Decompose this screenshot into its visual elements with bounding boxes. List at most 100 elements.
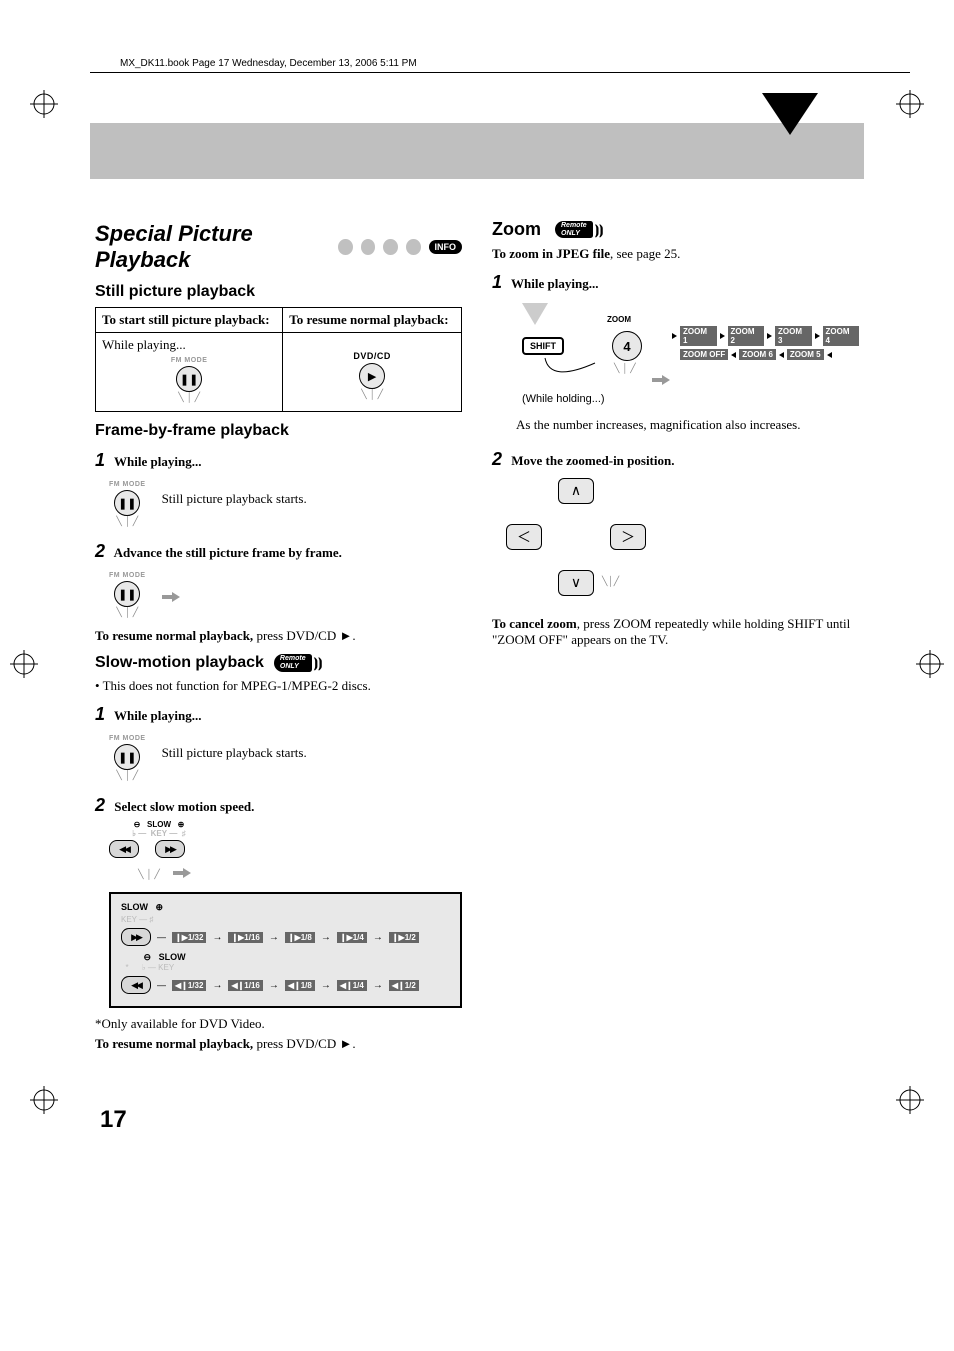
slow-label: SLOW bbox=[147, 820, 171, 829]
step: 1 While playing... bbox=[492, 272, 859, 293]
press-lines-icon: ╲ │ ╱ bbox=[102, 392, 276, 403]
section-title-text: Special Picture Playback bbox=[95, 221, 330, 273]
pause-button-icon: ❚❚ bbox=[176, 366, 202, 392]
fm-mode-label: FM MODE bbox=[109, 481, 146, 488]
dpad-left-icon: ＜ bbox=[506, 524, 542, 550]
arrow-right-icon: → bbox=[373, 980, 383, 991]
play-button-icon: ▶ bbox=[359, 363, 385, 389]
still-table: To start still picture playback: To resu… bbox=[95, 307, 462, 412]
arrow-right-icon bbox=[720, 333, 725, 339]
minus-icon: ⊖ bbox=[134, 820, 141, 829]
frame-heading: Frame-by-frame playback bbox=[95, 422, 462, 440]
speed-tag: ❙▶1/16 bbox=[228, 932, 262, 943]
remote-only-badge: Remote ONLY ⦘⦘ bbox=[274, 654, 322, 671]
info-badge: INFO bbox=[429, 240, 463, 254]
zoom-diagram: SHIFT ZOOM 4 ╲ │ ╱ ZOOM 1 ZOOM 2 ZOOM 3 … bbox=[522, 303, 859, 413]
slow-heading: Slow-motion playback Remote ONLY ⦘⦘ bbox=[95, 654, 462, 672]
arrow-left-icon bbox=[731, 352, 736, 358]
arrow-right-icon bbox=[672, 333, 677, 339]
sharp-label: ♯ bbox=[182, 829, 186, 838]
speed-tag: ◀❙1/32 bbox=[172, 980, 206, 991]
fm-mode-label: FM MODE bbox=[102, 357, 276, 364]
skip-fwd-icon: ▶▶ bbox=[121, 928, 151, 946]
right-column: Zoom Remote ONLY ⦘⦘ To zoom in JPEG file… bbox=[492, 209, 859, 1056]
speed-tag: ◀❙1/8 bbox=[285, 980, 315, 991]
resume-text: To resume normal playback, press DVD/CD … bbox=[95, 628, 462, 644]
dpad-icon: ∧ ＜ ＞ ∨ ╲│╱ bbox=[506, 478, 646, 608]
zoom-tag: ZOOM 3 bbox=[775, 326, 812, 346]
slow-label: SLOW bbox=[159, 952, 186, 962]
gray-banner bbox=[90, 123, 864, 179]
remote-only-badge: Remote ONLY ⦘⦘ bbox=[555, 221, 603, 238]
step-note: Still picture playback starts. bbox=[162, 745, 307, 761]
step-text: Advance the still picture frame by frame… bbox=[114, 545, 342, 560]
step-number: 2 bbox=[95, 795, 105, 815]
press-lines-icon: ╲ │ ╱ bbox=[109, 607, 146, 618]
remote-pill-text: Remote ONLY bbox=[274, 654, 312, 671]
plus-icon: ⊕ bbox=[156, 902, 164, 912]
link-arc-icon bbox=[540, 353, 600, 393]
press-lines-icon: ╲ │ ╱ bbox=[614, 363, 636, 374]
cancel-bold: To cancel zoom bbox=[492, 616, 577, 631]
zoom-tag: ZOOM 4 bbox=[823, 326, 860, 346]
speed-row-rev: ◀◀ — ◀❙1/32 → ◀❙1/16 → ◀❙1/8 → ◀❙1/4 → ◀… bbox=[121, 976, 450, 994]
arrow-right-icon: → bbox=[321, 932, 331, 943]
arrow-right-icon bbox=[652, 375, 674, 385]
zoom-heading: Zoom Remote ONLY ⦘⦘ bbox=[492, 219, 859, 240]
fm-mode-label: FM MODE bbox=[109, 572, 146, 579]
arrow-right-icon: → bbox=[212, 980, 222, 991]
step: 2 Select slow motion speed. bbox=[95, 795, 462, 816]
skip-back-icon: ◀◀ bbox=[121, 976, 151, 994]
dvdcd-label: DVD/CD bbox=[289, 351, 455, 361]
slow-note: • This does not function for MPEG-1/MPEG… bbox=[95, 678, 462, 694]
dot-icon bbox=[406, 239, 421, 255]
pause-button-icon: ❚❚ bbox=[114, 744, 140, 770]
remote-pill-text: Remote ONLY bbox=[555, 221, 593, 238]
still-heading: Still picture playback bbox=[95, 283, 462, 301]
flat-label: ♭ bbox=[132, 829, 136, 838]
mag-text: As the number increases, magnification a… bbox=[516, 417, 859, 433]
step: 1 While playing... bbox=[95, 450, 462, 471]
pause-button-icon: ❚❚ bbox=[114, 490, 140, 516]
zoom-tag: ZOOM OFF bbox=[680, 349, 728, 360]
step: 2 Move the zoomed-in position. bbox=[492, 449, 859, 470]
slow-heading-text: Slow-motion playback bbox=[95, 654, 264, 672]
zoom-heading-text: Zoom bbox=[492, 219, 541, 240]
jpeg-bold: To zoom in JPEG file bbox=[492, 246, 610, 261]
zoom-small-label: ZOOM bbox=[607, 315, 631, 324]
signal-icon: ⦘⦘ bbox=[595, 222, 604, 238]
header-line: MX_DK11.book Page 17 Wednesday, December… bbox=[120, 58, 904, 69]
slow-foot: *Only available for DVD Video. bbox=[95, 1016, 462, 1032]
step-number: 1 bbox=[95, 450, 105, 470]
left-column: Special Picture Playback INFO Still pict… bbox=[95, 209, 462, 1056]
fm-mode-label: FM MODE bbox=[109, 735, 146, 742]
resume-bold: To resume normal playback, bbox=[95, 628, 253, 643]
th-start: To start still picture playback: bbox=[96, 308, 283, 333]
zoom-tags: ZOOM 1 ZOOM 2 ZOOM 3 ZOOM 4 ZOOM OFF ZOO… bbox=[672, 323, 859, 363]
dot-icon bbox=[338, 239, 353, 255]
arrow-right-icon bbox=[162, 592, 184, 602]
step: 2 Advance the still picture frame by fra… bbox=[95, 541, 462, 562]
press-lines-icon: ╲ │ ╱ bbox=[129, 869, 169, 880]
step-text: Select slow motion speed. bbox=[114, 799, 254, 814]
step-number: 1 bbox=[95, 704, 105, 724]
press-lines-icon: ╲ │ ╱ bbox=[289, 389, 455, 400]
crop-mark-icon bbox=[10, 650, 38, 678]
arrow-right-icon: → bbox=[212, 932, 222, 943]
step-text: Move the zoomed-in position. bbox=[511, 453, 674, 468]
speed-box: SLOW ⊕ KEY — ♯ ▶▶ — ❙▶1/32 → ❙▶1/16 → ❙▶… bbox=[109, 892, 462, 1008]
key-sharp-label: KEY — ♯ bbox=[121, 915, 450, 924]
arrow-right-icon: → bbox=[321, 980, 331, 991]
crop-mark-icon bbox=[30, 90, 58, 118]
crop-mark-icon bbox=[30, 1086, 58, 1114]
resume-text: To resume normal playback, press DVD/CD … bbox=[95, 1036, 462, 1052]
triangle-down-icon bbox=[522, 303, 548, 325]
dpad-up-icon: ∧ bbox=[558, 478, 594, 504]
dot-icon bbox=[361, 239, 376, 255]
cancel-text: To cancel zoom, press ZOOM repeatedly wh… bbox=[492, 616, 859, 648]
arrow-right-icon bbox=[815, 333, 820, 339]
arrow-left-icon bbox=[779, 352, 784, 358]
page-number: 17 bbox=[100, 1106, 904, 1134]
crop-mark-icon bbox=[916, 650, 944, 678]
jpeg-rest: , see page 25. bbox=[610, 246, 680, 261]
